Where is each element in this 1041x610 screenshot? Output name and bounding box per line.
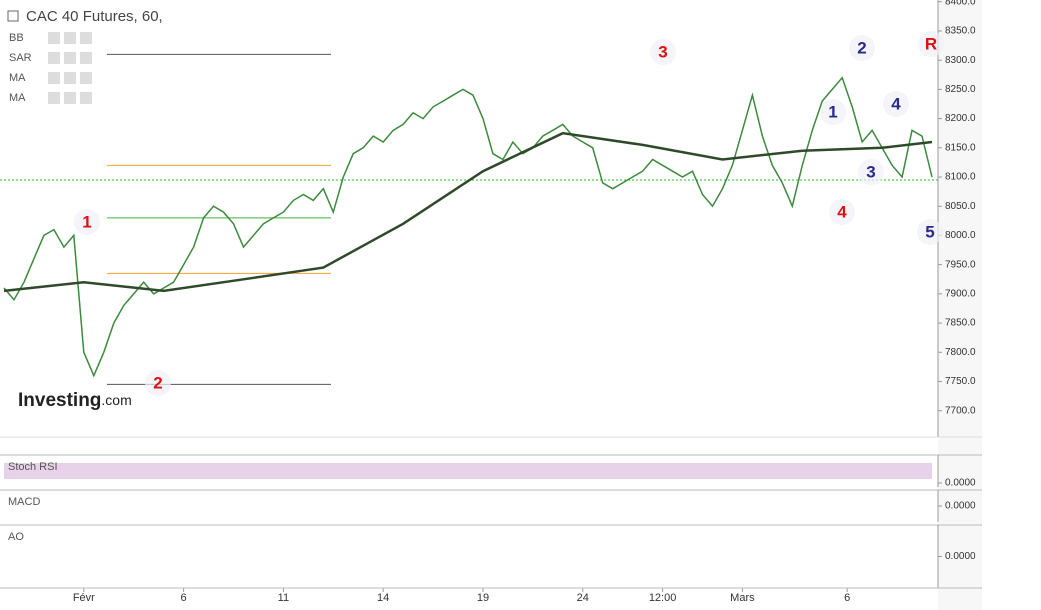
logo-suffix: .com: [101, 392, 131, 408]
indicator-label: BB: [9, 32, 24, 44]
y-tick-label: 8350.0: [945, 26, 976, 37]
indicator-button[interactable]: [80, 52, 92, 64]
annotation-bg: [74, 209, 100, 235]
annotation: 3: [658, 42, 667, 61]
panel-tick-label: 0.0000: [945, 478, 976, 489]
annotation-bg: [820, 99, 846, 125]
y-tick-label: 7750.0: [945, 376, 976, 387]
annotation-bg: [849, 35, 875, 61]
x-tick-label: 24: [577, 592, 589, 604]
annotation: 5: [925, 222, 934, 241]
collapse-box[interactable]: [7, 10, 19, 22]
y-tick-label: 7850.0: [945, 318, 976, 329]
panel-label: Stoch RSI: [8, 461, 58, 473]
plot-bg: [0, 0, 982, 610]
y-tick-label: 8250.0: [945, 84, 976, 95]
indicator-button[interactable]: [80, 72, 92, 84]
indicator-button[interactable]: [48, 92, 60, 104]
y-tick-label: 7800.0: [945, 347, 976, 358]
indicator-label: MA: [9, 72, 26, 84]
annotation: 1: [82, 212, 91, 231]
panel-label: AO: [8, 531, 24, 543]
axis-bg: [938, 0, 982, 610]
x-tick-label: 6: [181, 592, 187, 604]
annotation-bg: [883, 91, 909, 117]
logo-main: Investing: [18, 390, 101, 411]
y-tick-label: 8100.0: [945, 172, 976, 183]
annotation-bg: [650, 39, 676, 65]
x-tick-label: 19: [477, 592, 489, 604]
logo: Investing.com: [18, 390, 132, 411]
indicator-button[interactable]: [64, 52, 76, 64]
annotation: 4: [891, 94, 901, 113]
panel-tick-label: 0.0000: [945, 501, 976, 512]
annotation-bg: [829, 199, 855, 225]
annotation-bg: [145, 370, 171, 396]
y-tick-label: 8300.0: [945, 55, 976, 66]
indicator-label: MA: [9, 92, 26, 104]
y-tick-label: 8400.0: [945, 0, 976, 7]
y-tick-label: 8000.0: [945, 230, 976, 241]
annotation: 2: [857, 38, 866, 57]
annotation-bg: [918, 31, 944, 57]
panel-tick-label: 0.0000: [945, 551, 976, 562]
y-tick-label: 8050.0: [945, 201, 976, 212]
indicator-button[interactable]: [64, 72, 76, 84]
annotation: 4: [837, 202, 847, 221]
y-tick-label: 7700.0: [945, 405, 976, 416]
annotation: 2: [153, 373, 162, 392]
indicator-label: SAR: [9, 52, 32, 64]
series-line: [3, 131, 933, 293]
x-tick-label: 11: [278, 592, 289, 604]
stoch-band: [4, 463, 932, 479]
y-tick-label: 8200.0: [945, 113, 976, 124]
indicator-button[interactable]: [48, 52, 60, 64]
y-tick-label: 8150.0: [945, 142, 976, 153]
panel-label: MACD: [8, 496, 40, 508]
chart-title: CAC 40 Futures, 60,: [26, 8, 163, 25]
x-tick-label: 14: [377, 592, 389, 604]
indicator-button[interactable]: [80, 92, 92, 104]
y-tick-label: 7900.0: [945, 289, 976, 300]
indicator-button[interactable]: [64, 92, 76, 104]
annotation: R: [925, 34, 937, 53]
indicator-button[interactable]: [48, 72, 60, 84]
annotation-bg: [858, 159, 884, 185]
x-tick-label: 6: [844, 592, 850, 604]
y-tick-label: 7950.0: [945, 259, 976, 270]
x-tick-label: Févr: [73, 592, 95, 604]
x-tick-label: Mars: [730, 592, 755, 604]
annotation: 3: [866, 162, 875, 181]
x-tick-label: 12:00: [649, 592, 677, 604]
indicator-button[interactable]: [48, 32, 60, 44]
annotation: 1: [828, 102, 837, 121]
indicator-button[interactable]: [64, 32, 76, 44]
annotation-bg: [917, 219, 943, 245]
indicator-button[interactable]: [80, 32, 92, 44]
